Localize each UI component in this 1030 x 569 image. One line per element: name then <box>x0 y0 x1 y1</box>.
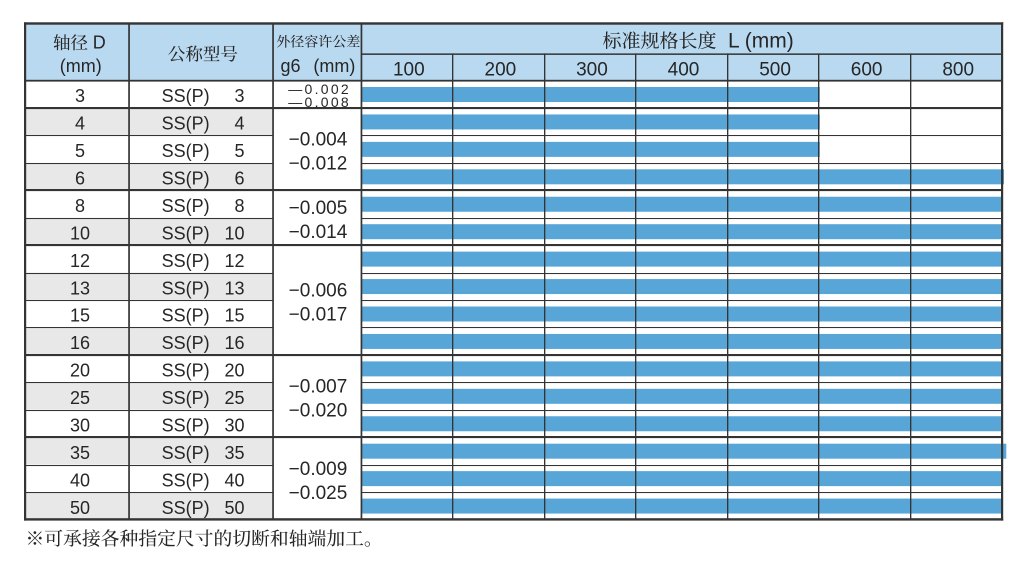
svg-text:SS(P): SS(P) <box>162 333 210 353</box>
svg-text:6: 6 <box>75 169 85 189</box>
svg-text:6: 6 <box>234 169 244 189</box>
svg-text:—0.008: —0.008 <box>288 94 351 110</box>
svg-text:40: 40 <box>70 470 90 490</box>
svg-text:5: 5 <box>234 141 244 161</box>
svg-text:−0.025: −0.025 <box>289 483 348 504</box>
svg-text:20: 20 <box>224 361 244 381</box>
svg-text:−0.014: −0.014 <box>289 222 348 243</box>
svg-text:10: 10 <box>70 223 90 243</box>
svg-text:8: 8 <box>75 196 85 216</box>
svg-text:g6: g6 <box>281 56 301 76</box>
svg-text:35: 35 <box>70 443 90 463</box>
svg-text:400: 400 <box>668 59 700 80</box>
svg-text:25: 25 <box>224 388 244 408</box>
svg-text:−0.020: −0.020 <box>289 400 348 421</box>
svg-text:4: 4 <box>234 114 244 134</box>
svg-text:8: 8 <box>234 196 244 216</box>
svg-text:L (mm): L (mm) <box>728 29 794 52</box>
svg-text:—0.002: —0.002 <box>288 81 351 97</box>
svg-text:200: 200 <box>485 59 517 80</box>
svg-text:12: 12 <box>70 251 90 271</box>
svg-text:3: 3 <box>75 86 85 106</box>
svg-text:−0.004: −0.004 <box>289 130 348 151</box>
svg-text:50: 50 <box>70 498 90 518</box>
svg-text:−0.017: −0.017 <box>289 304 348 325</box>
svg-text:13: 13 <box>224 278 244 298</box>
svg-text:600: 600 <box>851 59 883 80</box>
svg-text:SS(P): SS(P) <box>162 196 210 216</box>
svg-text:40: 40 <box>224 470 244 490</box>
svg-text:35: 35 <box>224 443 244 463</box>
svg-text:300: 300 <box>576 59 608 80</box>
svg-text:SS(P): SS(P) <box>162 415 210 435</box>
svg-text:SS(P): SS(P) <box>162 169 210 189</box>
svg-text:15: 15 <box>70 306 90 326</box>
svg-text:20: 20 <box>70 361 90 381</box>
svg-text:SS(P): SS(P) <box>162 443 210 463</box>
svg-text:SS(P): SS(P) <box>162 141 210 161</box>
svg-text:−0.005: −0.005 <box>289 198 348 219</box>
svg-text:SS(P): SS(P) <box>162 86 210 106</box>
svg-text:500: 500 <box>759 59 791 80</box>
svg-text:5: 5 <box>75 141 85 161</box>
svg-text:SS(P): SS(P) <box>162 388 210 408</box>
svg-text:800: 800 <box>942 59 974 80</box>
svg-text:3: 3 <box>234 86 244 106</box>
svg-text:−0.009: −0.009 <box>289 459 348 480</box>
svg-text:15: 15 <box>224 306 244 326</box>
svg-text:12: 12 <box>224 251 244 271</box>
svg-text:SS(P): SS(P) <box>162 306 210 326</box>
svg-text:SS(P): SS(P) <box>162 223 210 243</box>
svg-text:−0.007: −0.007 <box>289 376 348 397</box>
svg-text:30: 30 <box>224 415 244 435</box>
svg-text:30: 30 <box>70 415 90 435</box>
svg-text:(mm): (mm) <box>313 56 355 76</box>
svg-text:10: 10 <box>224 223 244 243</box>
svg-text:100: 100 <box>393 59 425 80</box>
svg-text:−0.012: −0.012 <box>289 154 348 175</box>
svg-text:4: 4 <box>75 114 85 134</box>
svg-text:−0.006: −0.006 <box>289 280 348 301</box>
svg-text:16: 16 <box>224 333 244 353</box>
svg-text:D: D <box>93 32 106 52</box>
svg-text:SS(P): SS(P) <box>162 361 210 381</box>
svg-text:SS(P): SS(P) <box>162 251 210 271</box>
svg-text:13: 13 <box>70 278 90 298</box>
svg-text:SS(P): SS(P) <box>162 114 210 134</box>
svg-text:50: 50 <box>224 498 244 518</box>
svg-text:SS(P): SS(P) <box>162 470 210 490</box>
svg-text:16: 16 <box>70 333 90 353</box>
svg-text:SS(P): SS(P) <box>162 498 210 518</box>
svg-text:SS(P): SS(P) <box>162 278 210 298</box>
svg-text:25: 25 <box>70 388 90 408</box>
svg-text:(mm): (mm) <box>60 56 102 76</box>
